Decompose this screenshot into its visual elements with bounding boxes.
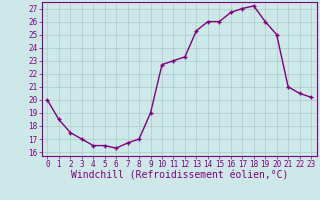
X-axis label: Windchill (Refroidissement éolien,°C): Windchill (Refroidissement éolien,°C)	[70, 171, 288, 181]
